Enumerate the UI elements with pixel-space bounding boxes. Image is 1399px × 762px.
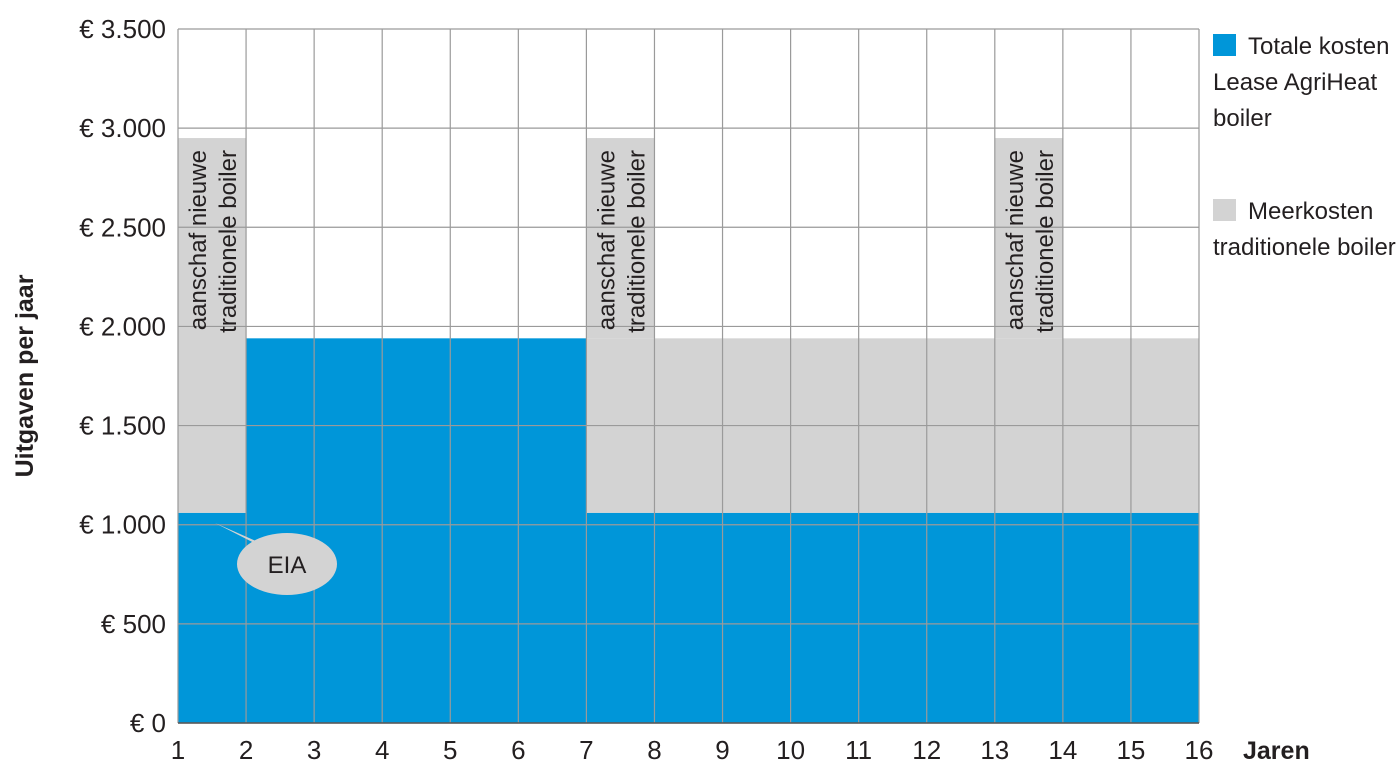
annotation-1-line-1: traditionele boiler <box>623 150 650 333</box>
annotation-2: aanschaf nieuwe traditionele boiler <box>1002 150 1059 333</box>
x-tick-label-13: 14 <box>1048 735 1077 762</box>
legend-swatch-0 <box>1213 34 1236 56</box>
series-1-segment-3 <box>994 138 1063 339</box>
annotation-0-line-1: traditionele boiler <box>215 150 242 333</box>
legend-label-0-line-1: Lease AgriHeat <box>1213 69 1377 96</box>
chart-legend: Totale kosten Lease AgriHeat boiler Meerkos… <box>1213 33 1396 261</box>
x-tick-label-10: 11 <box>845 735 872 762</box>
y-tick-label-2: € 1.000 <box>79 510 166 540</box>
legend-label-1-line-1: traditionele boiler <box>1213 234 1396 261</box>
series-0-segment-2 <box>586 512 1199 723</box>
x-tick-label-5: 6 <box>511 735 525 762</box>
callout-label: EIA <box>268 552 307 579</box>
callout-bubble <box>237 533 337 595</box>
x-tick-label-1: 2 <box>239 735 253 762</box>
x-tick-label-8: 9 <box>715 735 729 762</box>
y-tick-label-7: € 3.500 <box>79 14 166 44</box>
annotation-0: aanschaf nieuwe traditionele boiler <box>185 150 242 333</box>
legend-label-0-line-0: Totale kosten <box>1248 33 1389 60</box>
x-tick-label-0: 1 <box>171 735 185 762</box>
x-axis-ticks: 1 2 3 4 5 6 7 8 9 10 11 12 13 14 15 16 <box>171 735 1214 762</box>
annotation-0-line-0: aanschaf nieuwe <box>185 150 212 330</box>
x-tick-label-4: 5 <box>443 735 457 762</box>
callout-pointer <box>214 522 272 552</box>
series-1-segment-0 <box>178 138 247 513</box>
y-tick-label-1: € 500 <box>101 609 166 639</box>
x-tick-label-7: 8 <box>647 735 661 762</box>
x-tick-label-9: 10 <box>776 735 805 762</box>
series-0-segment-1 <box>246 338 587 723</box>
y-axis-ticks: € 0 € 500 € 1.000 € 1.500 € 2.000 € 2.500 € 3.… <box>79 14 166 738</box>
eia-callout: EIA <box>214 522 337 595</box>
legend-label-1-line-0: Meerkosten <box>1248 198 1373 225</box>
annotation-1: aanschaf nieuwe traditionele boiler <box>593 150 650 333</box>
legend-label-0-line-2: boiler <box>1213 105 1272 132</box>
annotation-1-line-0: aanschaf nieuwe <box>593 150 620 330</box>
chart-grid <box>177 28 1200 724</box>
x-tick-label-2: 3 <box>307 735 321 762</box>
y-tick-label-0: € 0 <box>130 708 166 738</box>
x-tick-label-12: 13 <box>980 735 1009 762</box>
x-tick-label-15: 16 <box>1185 735 1214 762</box>
x-axis-title: Jaren <box>1243 737 1310 762</box>
chart-annotations: aanschaf nieuwe traditionele boiler aansch… <box>185 150 1059 333</box>
x-tick-label-14: 15 <box>1116 735 1145 762</box>
annotation-2-line-0: aanschaf nieuwe <box>1002 150 1029 330</box>
series-0-segment-0 <box>178 512 247 723</box>
x-tick-label-11: 12 <box>912 735 941 762</box>
y-tick-label-3: € 1.500 <box>79 411 166 441</box>
y-tick-label-4: € 2.000 <box>79 311 166 341</box>
annotation-2-line-1: traditionele boiler <box>1032 150 1059 333</box>
y-tick-label-6: € 3.000 <box>79 113 166 143</box>
x-tick-label-6: 7 <box>579 735 593 762</box>
legend-swatch-1 <box>1213 199 1236 221</box>
y-tick-label-5: € 2.500 <box>79 212 166 242</box>
y-axis-title: Uitgaven per jaar <box>11 274 39 477</box>
x-tick-label-3: 4 <box>375 735 389 762</box>
series-1-segment-2 <box>586 138 655 339</box>
